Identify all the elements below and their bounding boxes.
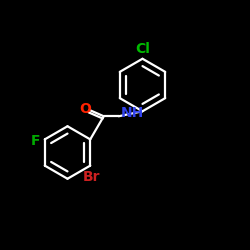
Text: NH: NH: [120, 106, 144, 120]
Text: O: O: [80, 102, 92, 116]
Text: Cl: Cl: [135, 42, 150, 56]
Text: F: F: [31, 134, 40, 147]
Text: Br: Br: [83, 170, 100, 184]
